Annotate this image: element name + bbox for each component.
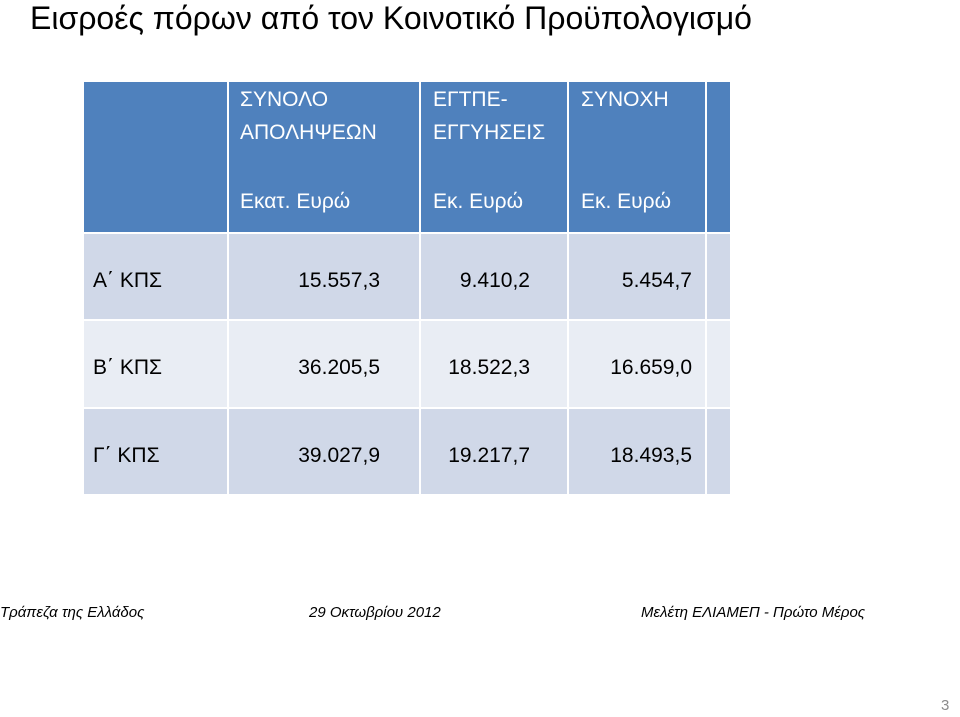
row-label: Γ΄ ΚΠΣ	[93, 443, 160, 467]
column-heading: ΕΓΤΠΕ-	[433, 88, 508, 111]
column-unit: Εκ. Ευρώ	[581, 190, 672, 213]
body-cell	[420, 233, 568, 320]
header-cell	[83, 81, 228, 233]
body-cell	[83, 233, 228, 320]
header-cell	[420, 81, 568, 233]
row-label: Β΄ ΚΠΣ	[93, 356, 162, 379]
column-unit: Εκατ. Ευρώ	[240, 190, 351, 213]
column-heading: ΣΥΝΟΛΟ	[240, 88, 329, 111]
body-cell	[228, 320, 420, 408]
slide-title: Εισροές πόρων από τον Κοινοτικό Προϋπολο…	[30, 0, 752, 36]
body-cell	[568, 320, 706, 408]
body-cell	[228, 233, 420, 320]
header-cell	[568, 81, 706, 233]
footer-right: Μελέτη ΕΛΙΑΜΕΠ - Πρώτο Μέρος	[641, 604, 866, 621]
row-label: Α΄ ΚΠΣ	[93, 268, 162, 292]
body-cell	[420, 320, 568, 408]
column-heading: ΕΓΓΥΗΣΕΙΣ	[433, 121, 546, 144]
cell-value: 5.454,7	[621, 268, 692, 292]
footer-left: Τράπεζα της Ελλάδος	[0, 604, 145, 621]
cell-value: 39.027,9	[298, 443, 380, 467]
cell-value: 36.205,5	[298, 356, 380, 379]
body-cell	[568, 233, 706, 320]
body-cell	[83, 408, 228, 495]
page-number: 3	[941, 697, 950, 714]
cell-value: 15.557,3	[298, 268, 380, 292]
body-cell	[420, 408, 568, 495]
cell-value: 16.659,0	[610, 356, 692, 379]
cell-value: 9.410,2	[459, 268, 530, 292]
cell-value: 18.493,5	[610, 443, 692, 467]
body-cell	[228, 408, 420, 495]
column-heading: ΣΥΝΟΧΗ	[581, 88, 669, 111]
header-cell	[706, 81, 731, 233]
column-unit: Εκ. Ευρώ	[433, 190, 524, 213]
body-cell	[568, 408, 706, 495]
footer-center: 29 Οκτωβρίου 2012	[309, 604, 441, 621]
cell-value: 18.522,3	[448, 356, 530, 379]
body-cell	[706, 320, 731, 408]
header-cell	[228, 81, 420, 233]
column-heading: ΑΠΟΛΗΨΕΩΝ	[240, 121, 377, 144]
body-cell	[83, 320, 228, 408]
cell-value: 19.217,7	[448, 443, 530, 467]
body-cell	[706, 233, 731, 320]
body-cell	[706, 408, 731, 495]
